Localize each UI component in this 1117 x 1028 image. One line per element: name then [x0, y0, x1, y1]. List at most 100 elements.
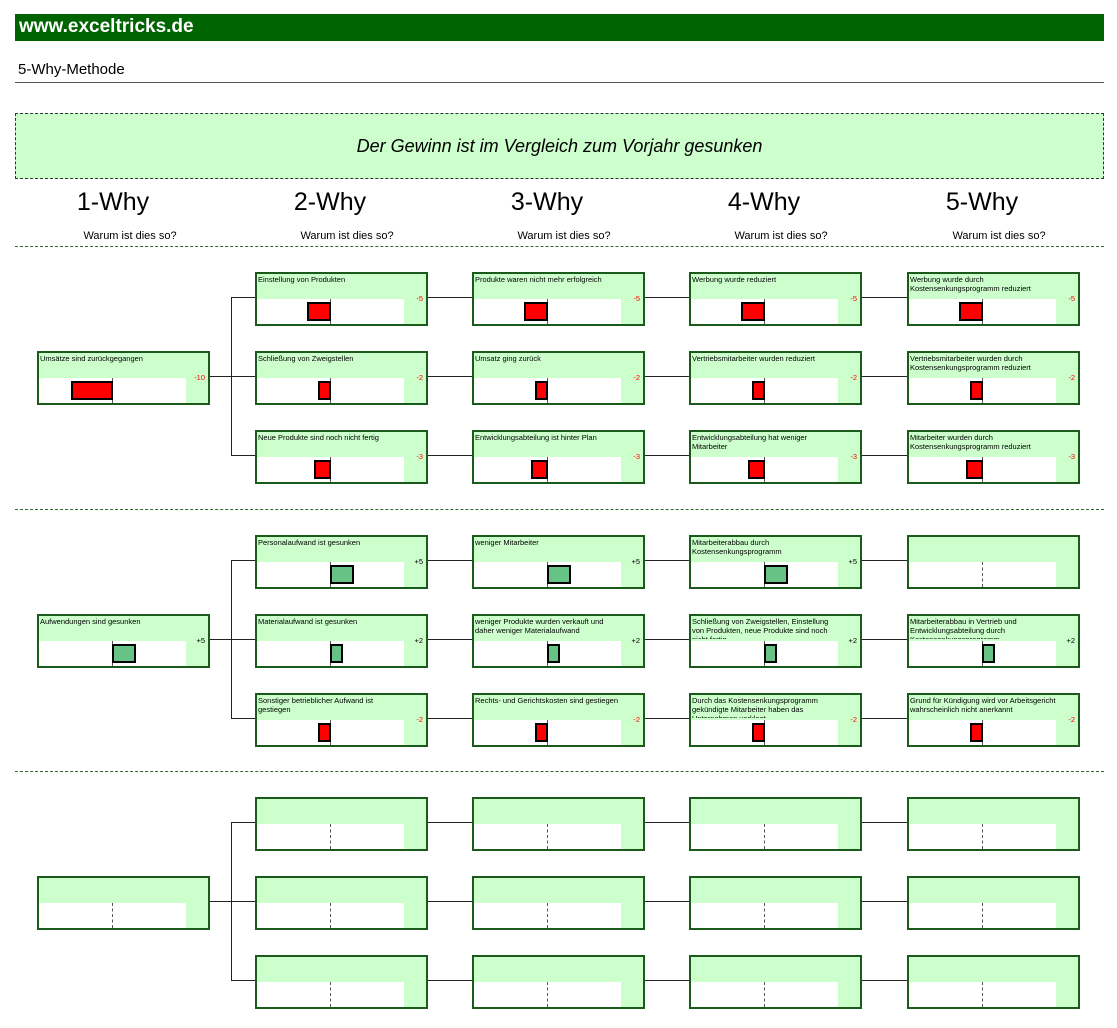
why-5-cause-box[interactable]: Werbung wurde durch Kostensenkungsprogra…: [907, 272, 1080, 326]
problem-statement-box[interactable]: Der Gewinn ist im Vergleich zum Vorjahr …: [15, 113, 1104, 179]
why-3-cause-box[interactable]: Rechts- und Gerichtskosten sind gestiege…: [472, 693, 645, 747]
connector-line: [231, 455, 255, 456]
column-question-1: Warum ist dies so?: [83, 230, 177, 242]
connector-line: [645, 901, 689, 902]
bar-zero-axis: [330, 982, 331, 1007]
why-3-cause-box[interactable]: [472, 955, 645, 1009]
cause-text: [910, 538, 1056, 560]
cause-text: [692, 800, 838, 822]
negative-impact-bar: [524, 302, 548, 321]
why-3-cause-box[interactable]: weniger Mitarbeiter +5: [472, 535, 645, 589]
negative-impact-bar: [71, 381, 113, 400]
why-3-cause-box[interactable]: Entwicklungsabteilung ist hinter Plan -3: [472, 430, 645, 484]
connector-line: [428, 639, 472, 640]
why-5-cause-box[interactable]: [907, 955, 1080, 1009]
why-3-cause-box[interactable]: Produkte waren nicht mehr erfolgreich -5: [472, 272, 645, 326]
connector-line: [231, 639, 255, 640]
why-2-cause-box[interactable]: [255, 797, 428, 851]
connector-line: [210, 376, 231, 377]
cause-text: Vertriebsmitarbeiter wurden durch Kosten…: [910, 354, 1031, 372]
negative-impact-bar: [317, 381, 331, 400]
connector-line: [862, 297, 907, 298]
connector-line: [231, 376, 255, 377]
why-5-cause-box[interactable]: Grund für Kündigung wird vor Arbeitsgeri…: [907, 693, 1080, 747]
why-3-cause-box[interactable]: [472, 876, 645, 930]
impact-value: +5: [848, 557, 857, 566]
cause-text: Personalaufwand ist gesunken: [258, 538, 361, 547]
cause-text: Schließung von Zweigstellen: [258, 354, 354, 363]
why-2-cause-box[interactable]: Einstellung von Produkten -5: [255, 272, 428, 326]
why-3-cause-box[interactable]: weniger Produkte wurden verkauft und dah…: [472, 614, 645, 668]
connector-line: [645, 455, 689, 456]
connector-line: [231, 718, 255, 719]
cause-text: Mitarbeiter wurden durch Kostensenkungsp…: [910, 433, 1031, 451]
section-divider: [15, 509, 1104, 510]
why-4-cause-box[interactable]: Werbung wurde reduziert -5: [689, 272, 862, 326]
positive-impact-bar: [764, 565, 788, 584]
connector-line: [428, 455, 472, 456]
why-5-cause-box[interactable]: Mitarbeiter wurden durch Kostensenkungsp…: [907, 430, 1080, 484]
impact-value: -3: [633, 452, 640, 461]
connector-line: [231, 980, 255, 981]
why-4-cause-box[interactable]: [689, 797, 862, 851]
connector-line: [645, 822, 689, 823]
why-4-cause-box[interactable]: Schließung von Zweigstellen, Einstellung…: [689, 614, 862, 668]
why-2-cause-box[interactable]: Neue Produkte sind noch nicht fertig -3: [255, 430, 428, 484]
negative-impact-bar: [307, 302, 331, 321]
why-4-cause-box[interactable]: Entwicklungsabteilung hat weniger Mitarb…: [689, 430, 862, 484]
connector-line: [645, 718, 689, 719]
why-2-cause-box[interactable]: Sonstiger betrieblicher Aufwand ist gest…: [255, 693, 428, 747]
why-5-cause-box[interactable]: [907, 535, 1080, 589]
cause-text: [692, 958, 838, 980]
why-2-cause-box[interactable]: [255, 955, 428, 1009]
why-5-cause-box[interactable]: [907, 876, 1080, 930]
connector-line: [428, 376, 472, 377]
impact-value: +5: [414, 557, 423, 566]
why-4-cause-box[interactable]: [689, 876, 862, 930]
why-2-cause-box[interactable]: Personalaufwand ist gesunken +5: [255, 535, 428, 589]
why-4-cause-box[interactable]: Vertriebsmitarbeiter wurden reduziert -2: [689, 351, 862, 405]
cause-text: Produkte waren nicht mehr erfolgreich: [475, 275, 602, 284]
negative-impact-bar: [531, 460, 548, 479]
why-5-cause-box[interactable]: [907, 797, 1080, 851]
connector-line: [428, 560, 472, 561]
root-cause-box[interactable]: Umsätze sind zurückgegangen -10: [37, 351, 210, 405]
impact-value: -2: [633, 715, 640, 724]
why-5-cause-box[interactable]: Mitarbeiterabbau in Vertrieb und Entwick…: [907, 614, 1080, 668]
why-4-cause-box[interactable]: Durch das Kostensenkungsprogramm gekündi…: [689, 693, 862, 747]
root-cause-box[interactable]: Aufwendungen sind gesunken +5: [37, 614, 210, 668]
cause-text: Durch das Kostensenkungsprogramm gekündi…: [692, 696, 818, 718]
impact-value: -5: [416, 294, 423, 303]
positive-impact-bar: [764, 644, 778, 663]
negative-impact-bar: [959, 302, 983, 321]
impact-value: -5: [850, 294, 857, 303]
impact-value: -2: [633, 373, 640, 382]
why-2-cause-box[interactable]: [255, 876, 428, 930]
cause-text: [910, 800, 1056, 822]
connector-line: [231, 560, 255, 561]
cause-text: Neue Produkte sind noch nicht fertig: [258, 433, 379, 442]
cause-text: Aufwendungen sind gesunken: [40, 617, 141, 626]
why-4-cause-box[interactable]: [689, 955, 862, 1009]
why-3-cause-box[interactable]: [472, 797, 645, 851]
root-cause-box[interactable]: [37, 876, 210, 930]
brand-link[interactable]: www.exceltricks.de: [19, 16, 194, 37]
cause-text: Werbung wurde durch Kostensenkungsprogra…: [910, 275, 1031, 293]
negative-impact-bar: [748, 460, 765, 479]
cause-text: Werbung wurde reduziert: [692, 275, 777, 284]
negative-impact-bar: [741, 302, 765, 321]
positive-impact-bar: [547, 644, 561, 663]
positive-impact-bar: [330, 565, 354, 584]
why-2-cause-box[interactable]: Schließung von Zweigstellen -2: [255, 351, 428, 405]
problem-statement: Der Gewinn ist im Vergleich zum Vorjahr …: [356, 135, 763, 156]
impact-value: +5: [631, 557, 640, 566]
why-3-cause-box[interactable]: Umsatz ging zurück -2: [472, 351, 645, 405]
why-2-cause-box[interactable]: Materialaufwand ist gesunken +2: [255, 614, 428, 668]
cause-text: [258, 958, 404, 980]
why-5-cause-box[interactable]: Vertriebsmitarbeiter wurden durch Kosten…: [907, 351, 1080, 405]
cause-text: [258, 800, 404, 822]
why-4-cause-box[interactable]: Mitarbeiterabbau durch Kostensenkungspro…: [689, 535, 862, 589]
connector-line: [862, 639, 907, 640]
connector-line: [428, 980, 472, 981]
cause-text: Einstellung von Produkten: [258, 275, 346, 284]
